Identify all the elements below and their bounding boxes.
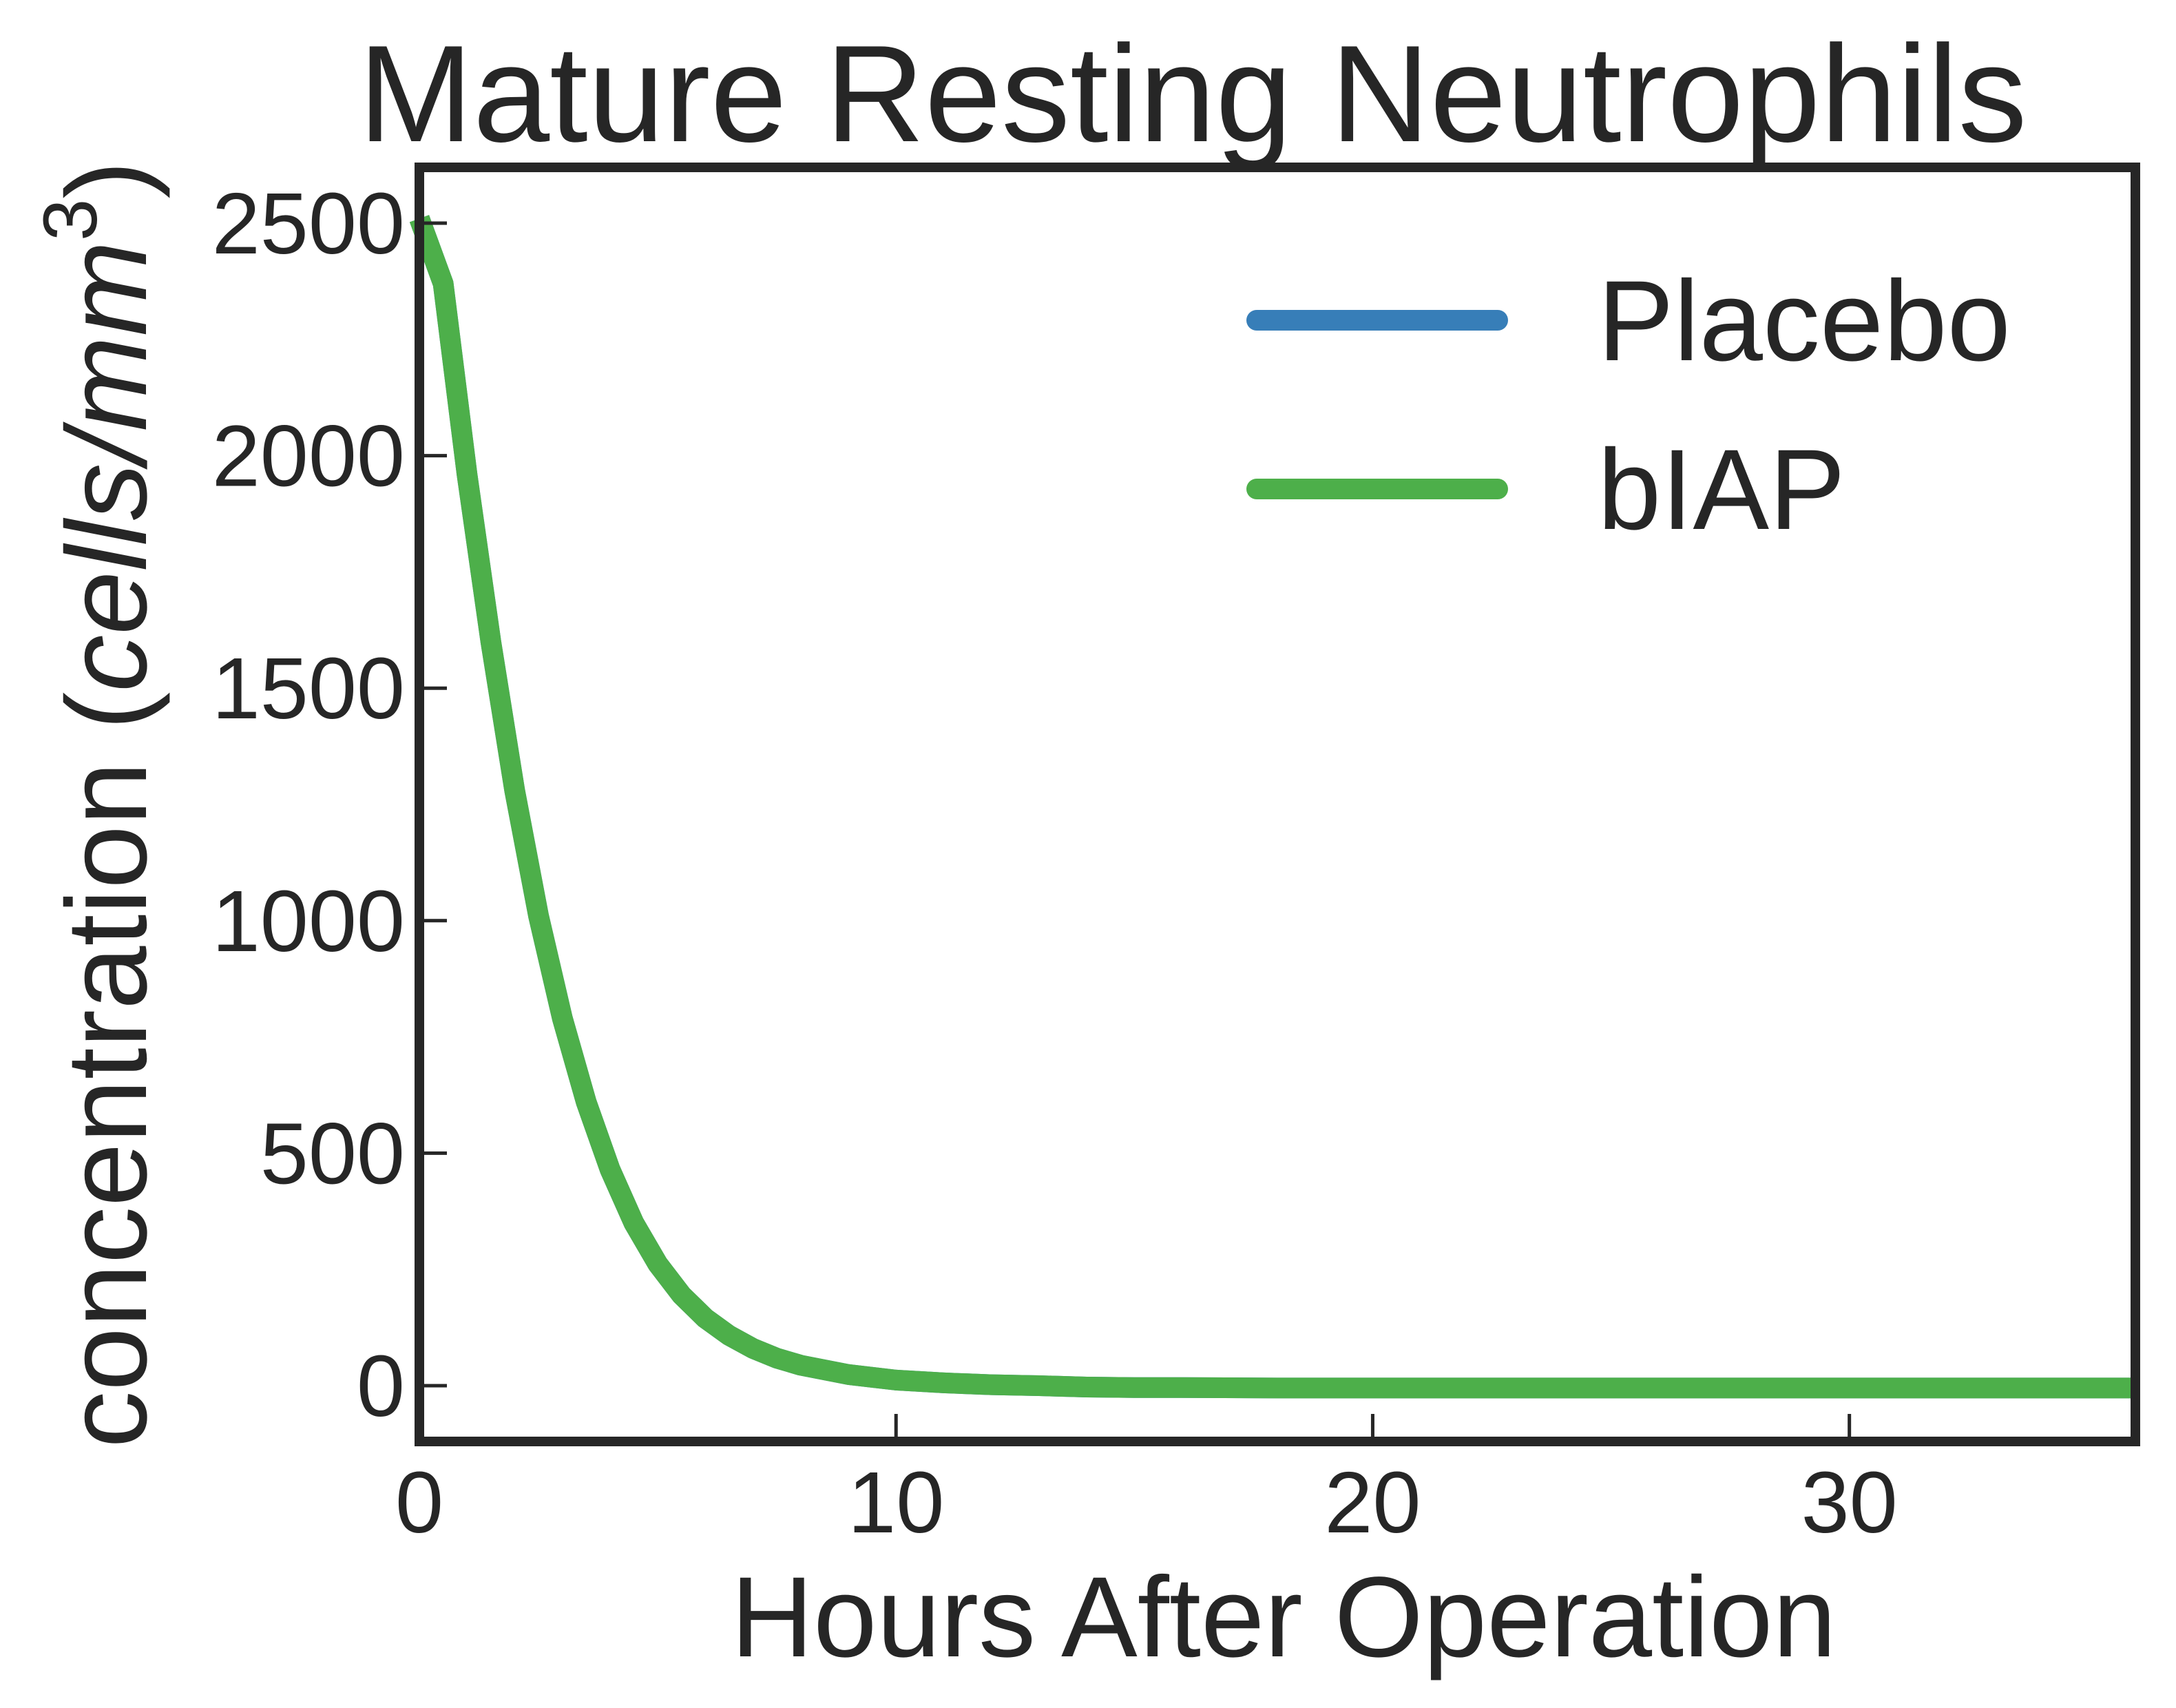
x-axis-label: Hours After Operation bbox=[731, 1554, 1836, 1681]
series-line-placebo bbox=[409, 215, 2135, 1399]
y-tick-label: 0 bbox=[357, 1337, 405, 1435]
y-tick-label: 500 bbox=[260, 1105, 405, 1202]
legend-label-placebo: Placebo bbox=[1598, 258, 2011, 385]
series-layer bbox=[409, 215, 2135, 1399]
legend-label-biap: bIAP bbox=[1598, 426, 1845, 554]
x-tick-label: 20 bbox=[1324, 1454, 1421, 1551]
y-axis-label-superscript: 3 bbox=[28, 199, 113, 241]
y-tick-label: 2500 bbox=[212, 175, 405, 272]
y-axis-label-units: cells/mm bbox=[43, 241, 171, 692]
y-axis-label: concentration (cells/mm3) bbox=[28, 160, 171, 1448]
ticks-layer: 0 10 20 30 0 500 1000 1500 2000 2500 bbox=[212, 175, 1898, 1551]
y-tick-label: 1500 bbox=[212, 640, 405, 737]
legend: Placebo bIAP bbox=[1246, 258, 2011, 554]
x-tick-label: 0 bbox=[395, 1454, 443, 1551]
y-axis-label-prefix: concentration ( bbox=[43, 692, 171, 1448]
plot-frame bbox=[415, 163, 2140, 1446]
y-tick-label: 2000 bbox=[212, 408, 405, 505]
chart-title: Mature Resting Neutrophils bbox=[358, 17, 2027, 171]
y-tick-label: 1000 bbox=[212, 873, 405, 970]
series-line-biap bbox=[409, 215, 2135, 1399]
x-tick-label: 10 bbox=[848, 1454, 944, 1551]
x-tick-label: 30 bbox=[1801, 1454, 1898, 1551]
y-axis-label-suffix: ) bbox=[43, 160, 171, 198]
